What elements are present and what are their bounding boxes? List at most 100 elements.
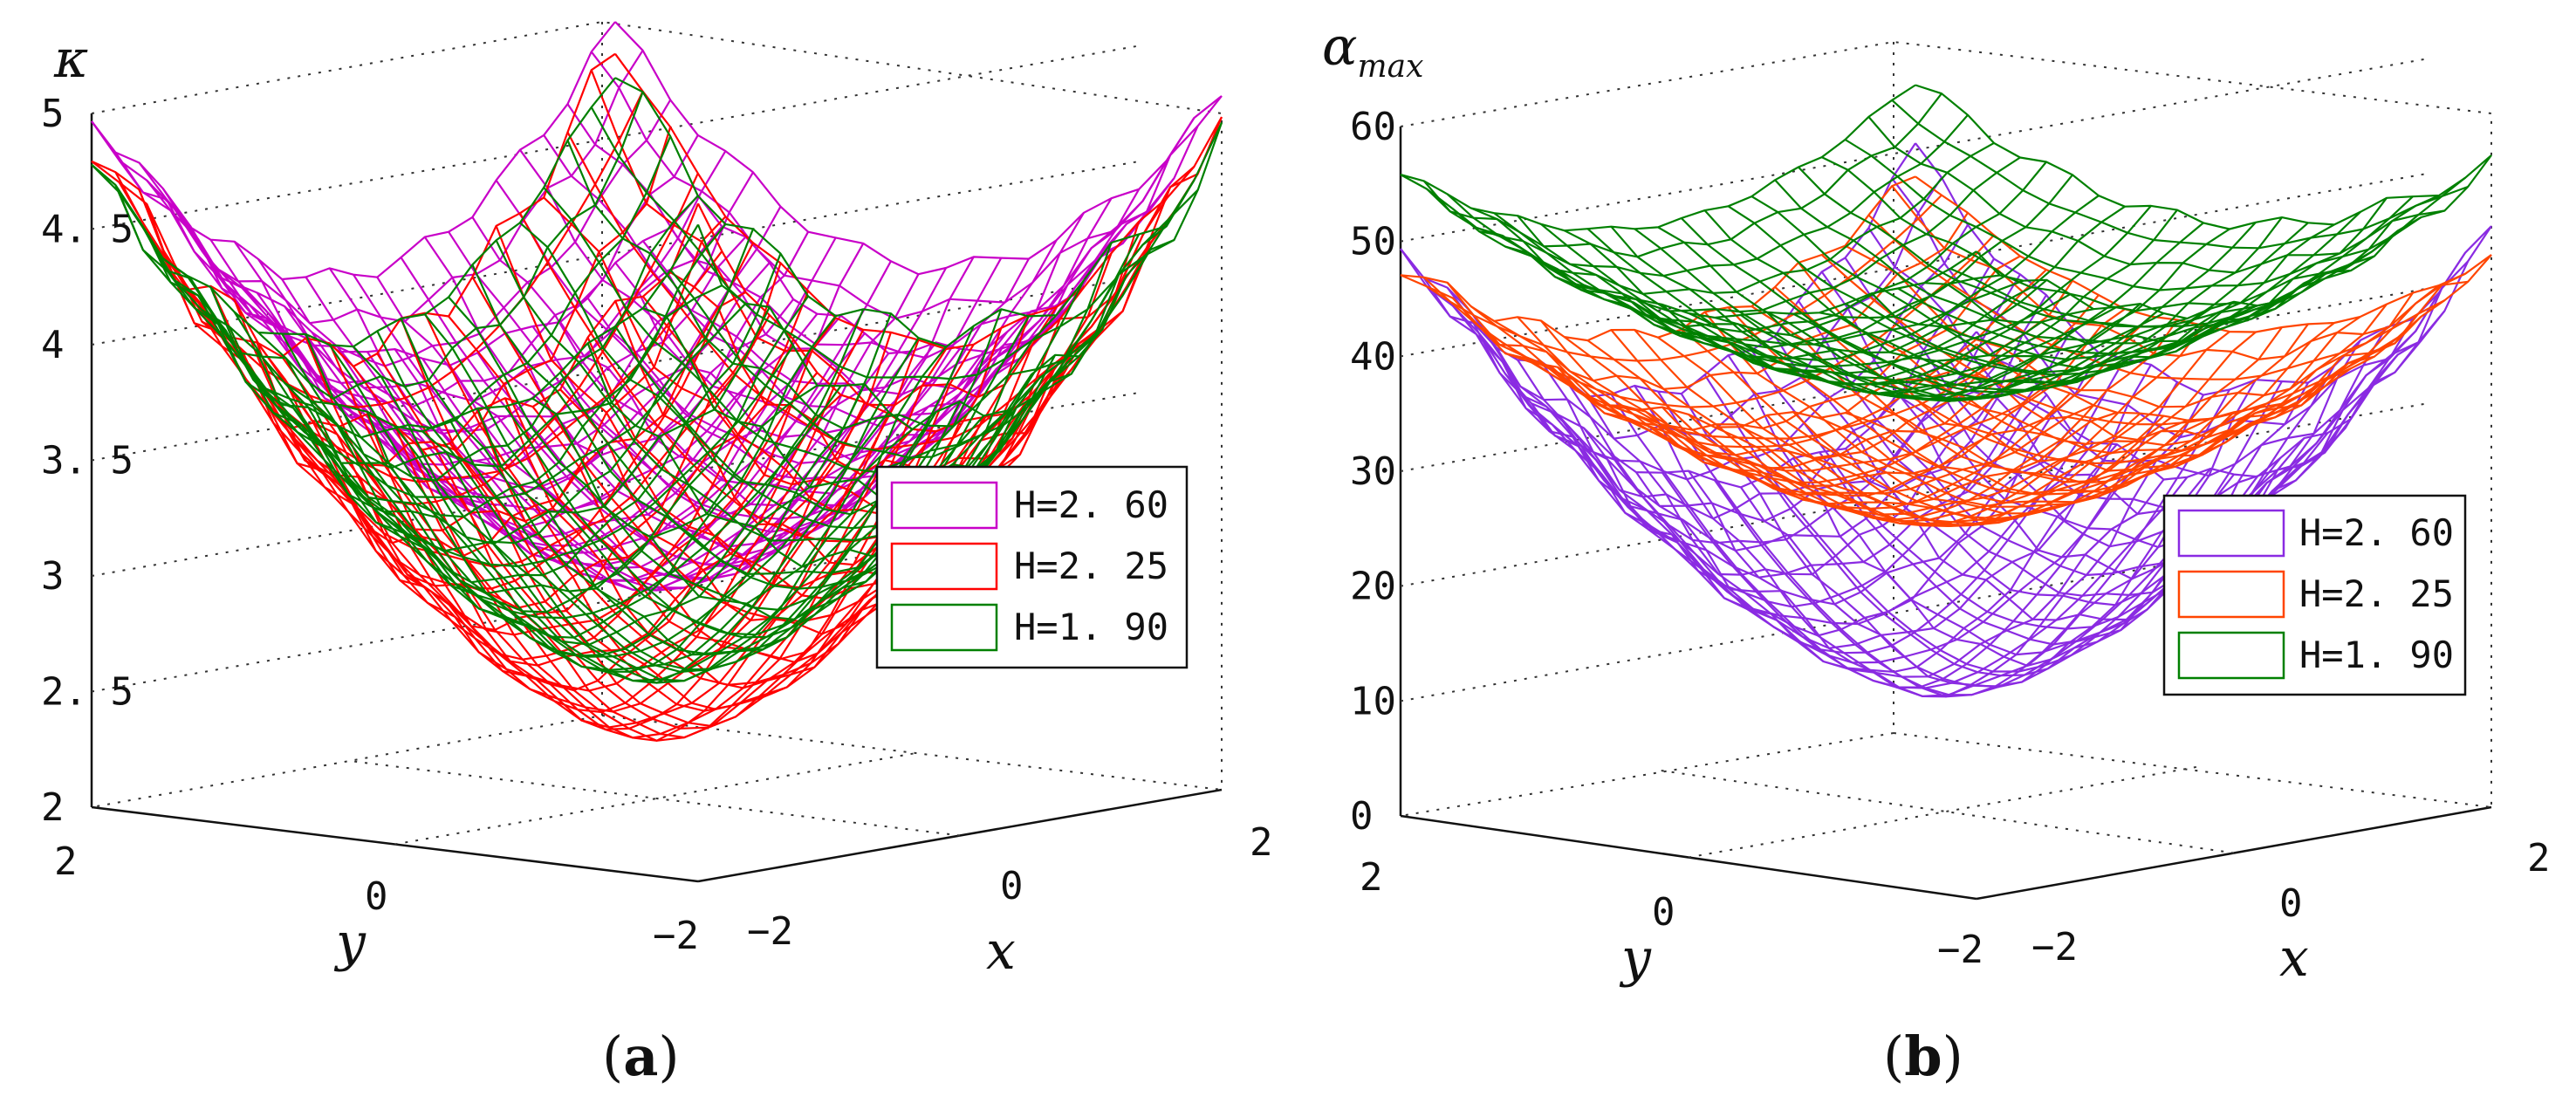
- panel-a-legend-label-1: H=2. 60: [1014, 483, 1168, 526]
- panel-a-mesh-line: [146, 99, 672, 367]
- panel-a-floor-gridlines: [353, 751, 961, 846]
- panel-b-mesh-line: [1661, 319, 2178, 521]
- panel-a-mesh-line: [559, 286, 1085, 635]
- panel-b-caption-letter: b: [1904, 1024, 1942, 1088]
- panel-b-z-gridline: [1400, 172, 2431, 358]
- panel-b-mesh-line: [1661, 209, 2178, 394]
- panel-b-mesh-line: [1915, 84, 2492, 230]
- panel-a-caption: (a): [602, 1024, 680, 1088]
- panel-b-mesh-line: [1609, 308, 2126, 497]
- panel-b-legend-label-2: H=2. 25: [2299, 572, 2454, 615]
- panel-b-mesh-line: [1531, 294, 2047, 576]
- panel-b-z-label-sub: max: [1358, 49, 1424, 85]
- panel-a-legend: H=2. 60 H=2. 25 H=1. 90: [875, 465, 1189, 669]
- panel-a-mesh-line: [284, 290, 810, 661]
- panel-b-mesh-line: [1714, 228, 2230, 402]
- panel-a-z-tick: 2: [41, 785, 65, 830]
- panel-a-mesh-line: [366, 312, 892, 673]
- panel-a-z-label: κ: [53, 29, 88, 90]
- panel-a-y-tick-2: 2: [54, 839, 78, 884]
- panel-a-mesh-line: [531, 239, 1058, 533]
- panel-b-mesh-line: [1798, 166, 2375, 328]
- panel-a-mesh-line: [394, 273, 920, 592]
- panel-a-mesh-line: [201, 216, 727, 557]
- panel-a-mesh-line: [118, 92, 644, 400]
- panel-a-mesh-line: [394, 337, 920, 684]
- panel-b-mesh-line: [1635, 315, 2152, 510]
- panel-b-x-tick-neg2: −2: [2031, 925, 2078, 970]
- panel-b-mesh-line: [1688, 222, 2204, 401]
- panel-b-legend-label-1: H=2. 60: [2299, 511, 2454, 554]
- panel-a-y-tick-neg2: −2: [653, 914, 699, 958]
- panel-b-z-gridline: [1400, 287, 2431, 472]
- panel-a-surface-3: [91, 77, 1223, 684]
- panel-b-mesh-line: [1766, 216, 2283, 399]
- panel-b-mesh-line: [1422, 277, 2001, 523]
- panel-b-x-tick-0: 0: [2279, 881, 2303, 926]
- panel-a-x-label: x: [986, 921, 1016, 982]
- panel-a-back-frame-3: [601, 715, 1223, 791]
- panel-a-x-tick-neg2: −2: [747, 909, 793, 954]
- panel-a-legend-box: [875, 465, 1189, 669]
- panel-b-mesh-line: [1897, 319, 2414, 580]
- panel-b-y-tick-2: 2: [1360, 855, 1383, 900]
- panel-b-z-gridline: [1400, 401, 2431, 587]
- panel-b-mesh-line: [1845, 315, 2361, 495]
- panel-a-mesh-line: [614, 53, 1223, 351]
- panel-a-legend-swatch-1: [890, 481, 998, 530]
- panel-a-x-tick-0: 0: [1000, 864, 1024, 908]
- panel-b-z-tick: 10: [1350, 679, 1396, 723]
- panel-a-z-ticks: 2 2. 5 3 3. 5 4 4. 5 5: [41, 92, 134, 830]
- panel-b-legend-swatch-1: [2177, 509, 2285, 558]
- panel-a-mesh-line: [421, 346, 947, 682]
- panel-a-mesh-line: [228, 228, 755, 552]
- panel-a-mesh-line: [531, 314, 1058, 620]
- panel-b-legend-swatch-3: [2177, 631, 2285, 680]
- panel-b-mesh-line: [1714, 331, 2230, 528]
- panel-b-mesh-line: [1504, 255, 2021, 431]
- panel-b-y-label: y: [1619, 928, 1652, 989]
- panel-a-mesh-line: [91, 77, 616, 348]
- panel-b-x-label: x: [2279, 928, 2309, 989]
- panel-a-mesh-line: [173, 134, 699, 408]
- panel-a-surfaces: [91, 21, 1223, 742]
- panel-b-mesh-line: [1531, 161, 2047, 333]
- panel-b-mesh-line: [1426, 92, 1942, 258]
- panel-b-mesh-line: [1452, 114, 1969, 278]
- panel-b-mesh-line: [1871, 303, 2388, 484]
- panel-b-mesh-line: [1583, 352, 2100, 637]
- panel-b-x-tick-2: 2: [2527, 836, 2551, 880]
- panel-b-back-frame-3: [1893, 732, 2492, 808]
- panel-b-legend-swatch-2: [2177, 570, 2285, 619]
- panel-a-mesh-line: [91, 52, 616, 367]
- panel-a-mesh-line: [559, 279, 1085, 590]
- panel-a-mesh-line: [201, 223, 727, 518]
- panel-b-caption: (b): [1883, 1024, 1963, 1088]
- panel-b-mesh-line: [1923, 284, 2440, 455]
- panel-a-mesh-line: [91, 21, 616, 281]
- panel-b-mesh-line: [1422, 180, 2000, 337]
- panel-a-axes: [90, 20, 1223, 883]
- panel-a-z-tick: 2. 5: [41, 670, 134, 715]
- panel-b-surface-3: [1400, 84, 2492, 402]
- panel-b-mesh-line: [1714, 388, 2230, 696]
- panel-a-z-tick: 3: [41, 554, 65, 599]
- panel-a-z-tick: 4. 5: [41, 208, 134, 252]
- panel-b-mesh-line: [1923, 194, 2440, 345]
- panel-a-mesh-line: [311, 315, 837, 639]
- panel-b-mesh-line: [1583, 195, 2100, 361]
- panel-b-mesh-line: [1400, 84, 1916, 232]
- panel-b-legend-label-3: H=1. 90: [2299, 634, 2454, 676]
- panel-b-legend-box: [2162, 494, 2467, 696]
- panel-a-z-tick: 4: [41, 323, 65, 367]
- panel-b-z-label: αmax: [1322, 17, 1423, 85]
- panel-b-mesh-line: [1897, 291, 2414, 472]
- panel-b-surface-2: [1400, 175, 2492, 528]
- panel-b-mesh-line: [1531, 269, 2047, 449]
- panel-b-mesh-line: [1740, 222, 2257, 401]
- panel-a-mesh-line: [256, 253, 782, 584]
- panel-a-y-tick-0: 0: [365, 874, 388, 919]
- panel-a-caption-letter: a: [623, 1024, 658, 1088]
- panel-b-z-tick: 0: [1350, 794, 1374, 839]
- panel-a-y-label: y: [333, 912, 367, 973]
